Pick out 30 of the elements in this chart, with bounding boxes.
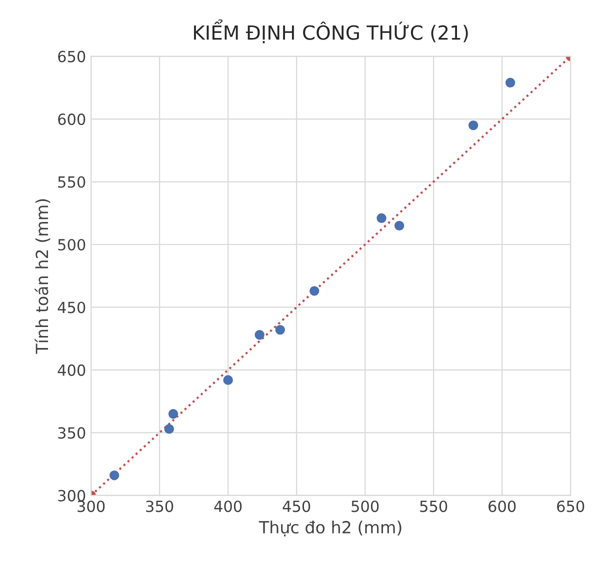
point	[223, 375, 233, 385]
x-tick-label: 300	[78, 500, 105, 512]
point	[505, 78, 516, 88]
x-tick-label: 600	[488, 500, 516, 512]
point	[376, 213, 386, 224]
y-tick-label: 300	[58, 490, 86, 502]
point	[109, 470, 120, 480]
x-tick-label: 550	[420, 500, 448, 512]
point	[164, 424, 174, 434]
point	[168, 409, 178, 419]
x-tick-label: 450	[282, 500, 310, 512]
y-tick-label: 500	[58, 238, 86, 251]
point	[310, 286, 320, 296]
point	[254, 330, 264, 340]
x-axis-title: Thực đo h2 (mm)	[258, 520, 402, 536]
x-tick-label: 400	[214, 500, 242, 512]
x-tick-label: 650	[557, 500, 584, 512]
y-tick-label: 400	[58, 364, 86, 376]
y-tick-label: 450	[58, 302, 86, 314]
x-tick-label: 350	[146, 500, 174, 512]
point	[468, 120, 478, 130]
point	[394, 220, 404, 231]
y-tick-label: 350	[58, 427, 86, 439]
y-tick-label: 550	[58, 176, 86, 188]
x-tick-label: 500	[352, 500, 379, 512]
chart-title: KIỂM ĐỊNH CÔNG THỨC (21)	[194, 19, 468, 44]
y-tick-label: 650	[58, 50, 86, 62]
point	[275, 324, 285, 335]
y-tick-label: 600	[58, 114, 86, 126]
y-axis-title: Tính toán h2 (mm)	[34, 199, 50, 354]
